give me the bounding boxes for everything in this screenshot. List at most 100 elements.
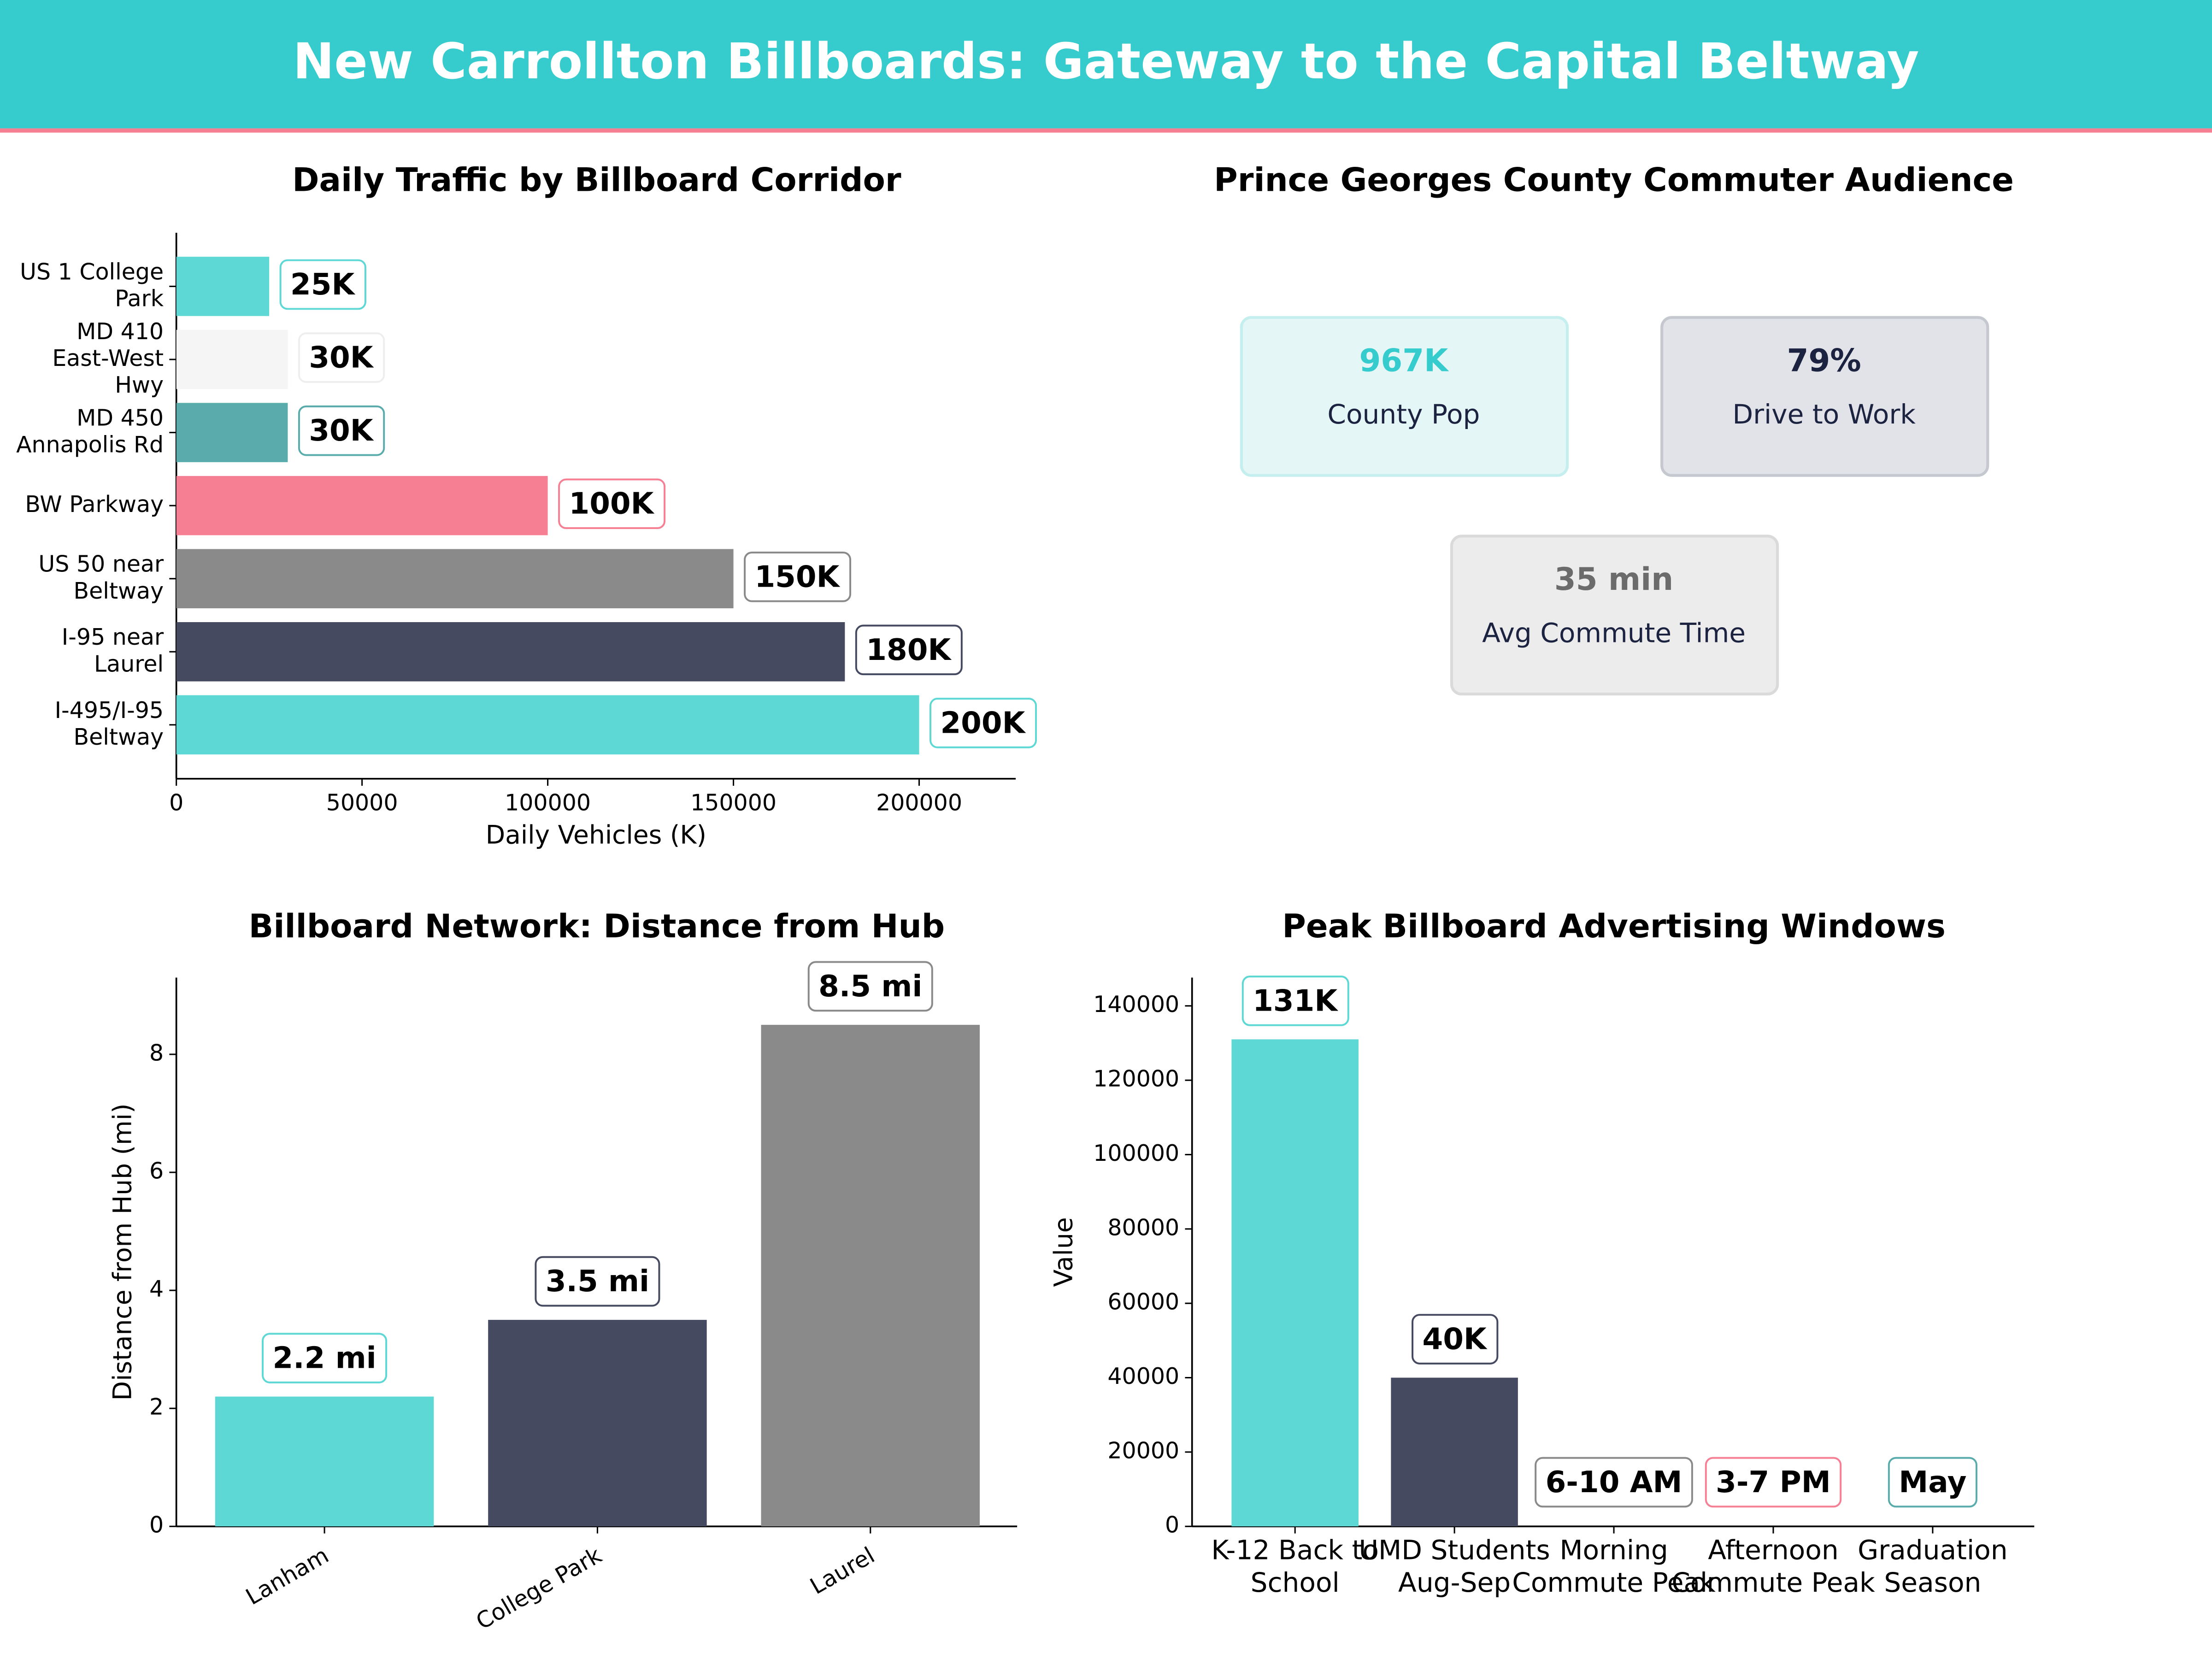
x-tick-label: College Park xyxy=(471,1542,606,1635)
chart-title: Daily Traffic by Billboard Corridor xyxy=(292,161,901,199)
x-tick-label: UMD Students Aug-Sep xyxy=(1359,1534,1550,1598)
y-tick-label: 2 xyxy=(149,1394,164,1420)
value-label-box xyxy=(535,1256,660,1307)
value-label-box xyxy=(298,332,385,383)
kpi-title: Prince Georges County Commuter Audience xyxy=(1214,161,2014,199)
y-tick-label: 6 xyxy=(149,1158,164,1184)
label-line: I-495/I-95 xyxy=(55,697,164,723)
value-label: 200K xyxy=(940,706,1026,740)
value-label: 2.2 mi xyxy=(272,1341,376,1376)
value-label-box xyxy=(298,405,385,456)
y-tick-label: 80000 xyxy=(1107,1214,1179,1241)
y-tick-label: BW Parkway xyxy=(25,491,164,518)
value-label-box xyxy=(1888,1457,1977,1508)
value-label: 30K xyxy=(309,341,374,375)
value-label-box xyxy=(1535,1457,1693,1508)
kpi-card xyxy=(1240,316,1569,477)
x-tick-label: 200000 xyxy=(876,789,962,816)
value-label-box xyxy=(1241,976,1349,1026)
y-tick-label: 60000 xyxy=(1107,1289,1179,1315)
kpi-label: Drive to Work xyxy=(1732,399,1916,430)
x-tick-label: 0 xyxy=(169,789,183,816)
chart-title: Billboard Network: Distance from Hub xyxy=(249,907,945,945)
y-tick-label: 8 xyxy=(149,1040,164,1066)
y-tick-label: 140000 xyxy=(1093,991,1179,1018)
bar xyxy=(761,1024,980,1527)
label-line: Laurel xyxy=(94,651,164,677)
label-line: School xyxy=(1251,1567,1340,1598)
value-label-box xyxy=(262,1333,388,1383)
bar xyxy=(176,476,548,535)
bar xyxy=(176,695,919,755)
value-label: 180K xyxy=(866,633,952,667)
label-line: BW Parkway xyxy=(25,491,164,518)
label-line: K-12 Back to xyxy=(1211,1534,1379,1565)
y-tick-label: 120000 xyxy=(1093,1066,1179,1092)
kpi-label: County Pop xyxy=(1327,399,1480,430)
value-label-box xyxy=(807,961,933,1012)
value-label-box xyxy=(1705,1457,1842,1508)
label-line: Commute Peak xyxy=(1512,1567,1716,1598)
value-label: 30K xyxy=(309,413,374,448)
label-line: Annapolis Rd xyxy=(16,431,164,458)
label-line: US 1 College xyxy=(20,259,164,285)
label-line: East-West xyxy=(52,345,164,371)
x-axis-label: Daily Vehicles (K) xyxy=(486,820,706,849)
y-tick-label: 0 xyxy=(149,1512,164,1538)
label-line: Aug-Sep xyxy=(1398,1567,1511,1598)
y-tick-label: I-95 near Laurel xyxy=(62,624,164,677)
x-tick-label: Lanham xyxy=(241,1542,333,1610)
label-line: Afternoon xyxy=(1708,1534,1839,1565)
y-tick-label: 20000 xyxy=(1107,1437,1179,1464)
kpi-card xyxy=(1450,535,1779,696)
value-label-box xyxy=(855,624,963,676)
y-axis-label: Value xyxy=(1048,1217,1078,1287)
x-tick-label: Graduation Season xyxy=(1858,1534,2007,1598)
label-line: Commute Peak xyxy=(1671,1567,1875,1598)
y-axis-label: Distance from Hub (mi) xyxy=(108,1103,137,1400)
bar xyxy=(176,329,288,389)
header-bar xyxy=(0,0,2212,129)
value-label: 3-7 PM xyxy=(1716,1465,1831,1500)
y-tick-label: 100000 xyxy=(1093,1140,1179,1166)
label-line: Park xyxy=(115,285,164,312)
page-title: New Carrollton Billboards: Gateway to th… xyxy=(293,33,1919,90)
value-label: 6-10 AM xyxy=(1546,1465,1683,1500)
kpi-value: 967K xyxy=(1359,342,1450,378)
label-line: Beltway xyxy=(74,577,164,604)
label-line: MD 410 xyxy=(76,318,164,344)
x-tick-label: Afternoon Commute Peak xyxy=(1671,1534,1875,1598)
y-tick-label: 0 xyxy=(1165,1512,1179,1538)
value-label: 150K xyxy=(754,559,840,594)
value-label-box xyxy=(558,478,666,529)
x-tick-label: Laurel xyxy=(806,1542,879,1600)
x-tick-label: 50000 xyxy=(326,789,398,816)
label-line: UMD Students xyxy=(1359,1534,1550,1565)
label-line: US 50 near xyxy=(38,551,164,577)
value-label: 3.5 mi xyxy=(546,1264,649,1299)
x-tick-label: K-12 Back to School xyxy=(1211,1534,1379,1598)
chart-title: Peak Billboard Advertising Windows xyxy=(1282,907,1946,945)
value-label-box xyxy=(930,698,1037,748)
label-line: Hwy xyxy=(115,372,164,398)
value-label-box xyxy=(1412,1314,1499,1365)
bar xyxy=(215,1396,434,1527)
header-rule xyxy=(0,128,2212,133)
value-label: 100K xyxy=(569,487,655,521)
bar xyxy=(488,1320,707,1527)
label-line: Morning xyxy=(1559,1534,1668,1565)
label-line: I-95 near xyxy=(62,624,164,650)
y-tick-label: US 1 College Park xyxy=(20,259,164,312)
label-line: Beltway xyxy=(74,724,164,750)
bar xyxy=(176,622,845,682)
value-label: 40K xyxy=(1423,1322,1488,1357)
y-tick-label: US 50 near Beltway xyxy=(38,551,164,604)
label-line: MD 450 xyxy=(76,405,164,431)
bar xyxy=(176,549,734,608)
kpi-card xyxy=(1660,316,1989,477)
value-label-box xyxy=(744,551,852,602)
kpi-value: 79% xyxy=(1787,342,1861,378)
value-label: 8.5 mi xyxy=(818,969,922,1004)
y-tick-label: MD 410 East-West Hwy xyxy=(52,318,164,398)
